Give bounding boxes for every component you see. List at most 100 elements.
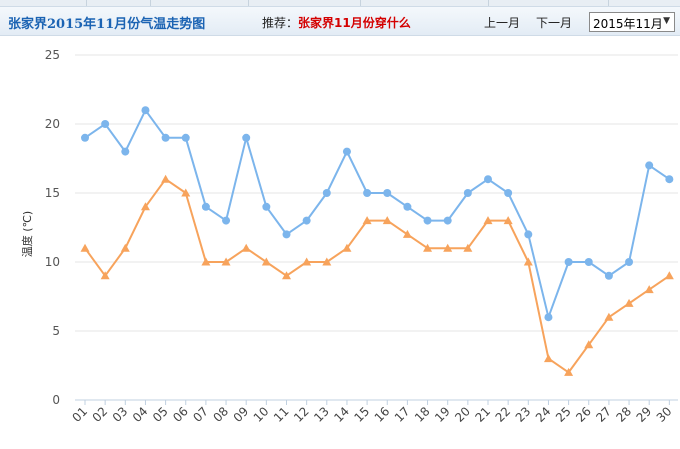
low-temp-point[interactable]: [161, 174, 171, 183]
high-temp-line: [84, 109, 670, 319]
high-temp-point[interactable]: [544, 313, 553, 322]
low-temp-point[interactable]: [523, 257, 533, 266]
high-temp-point[interactable]: [302, 216, 311, 225]
low-temp-point[interactable]: [543, 354, 553, 363]
high-temp-point[interactable]: [101, 120, 110, 128]
x-tick-label: 08: [210, 404, 231, 425]
low-temp-point[interactable]: [402, 229, 412, 238]
y-tick-label: 5: [52, 324, 60, 338]
prev-month-link[interactable]: 上一月: [484, 16, 521, 30]
low-temp-line: [84, 178, 670, 374]
high-temp-point[interactable]: [342, 147, 351, 156]
low-temp-point[interactable]: [322, 257, 332, 266]
y-tick-label: 25: [45, 48, 60, 62]
high-temp-point[interactable]: [604, 271, 613, 280]
next-month-link[interactable]: 下一月: [536, 16, 573, 30]
low-temp-point[interactable]: [261, 257, 271, 266]
high-temp-point[interactable]: [363, 189, 372, 197]
high-temp-point[interactable]: [161, 133, 170, 142]
low-temp-point[interactable]: [181, 188, 191, 197]
low-temp-point[interactable]: [463, 243, 473, 252]
low-temp-point[interactable]: [362, 216, 372, 225]
x-tick-label: 27: [593, 404, 614, 425]
x-tick-label: 05: [150, 404, 171, 425]
high-temp-point[interactable]: [504, 189, 513, 197]
x-tick-label: 19: [432, 404, 453, 425]
x-tick-label: 02: [90, 404, 111, 425]
low-temp-point[interactable]: [604, 312, 614, 321]
x-tick-label: 28: [613, 404, 634, 425]
high-temp-point[interactable]: [262, 202, 271, 211]
y-tick-label: 10: [45, 255, 60, 269]
y-tick-label: 20: [45, 117, 60, 131]
high-temp-point[interactable]: [81, 133, 89, 142]
x-tick-label: 15: [352, 404, 373, 425]
x-tick-label: 25: [553, 404, 574, 425]
y-axis-label: 温度 (℃): [21, 210, 34, 258]
high-temp-point[interactable]: [665, 175, 674, 184]
high-temp-point[interactable]: [181, 133, 190, 142]
low-temp-point[interactable]: [483, 216, 493, 225]
high-temp-point[interactable]: [645, 161, 654, 170]
high-temp-point[interactable]: [282, 230, 291, 239]
high-temp-point[interactable]: [564, 258, 573, 266]
low-temp-point[interactable]: [282, 271, 291, 280]
high-temp-point[interactable]: [443, 216, 452, 225]
high-temp-point[interactable]: [322, 189, 331, 197]
month-select[interactable]: 2015年11月 ▼: [589, 12, 675, 32]
page-title: 张家界2015年11月份气温走势图: [8, 17, 206, 32]
x-tick-label: 23: [513, 404, 534, 425]
high-temp-point[interactable]: [403, 202, 412, 211]
low-temp-point[interactable]: [201, 257, 211, 266]
chart-header: 张家界2015年11月份气温走势图 推荐：张家界11月份穿什么 上一月 下一月 …: [0, 6, 680, 36]
low-temp-point[interactable]: [443, 243, 453, 252]
low-temp-point[interactable]: [664, 271, 674, 280]
low-temp-point[interactable]: [503, 216, 513, 225]
x-tick-label: 13: [311, 404, 332, 425]
high-temp-point[interactable]: [141, 106, 150, 115]
low-temp-point[interactable]: [302, 257, 312, 266]
low-temp-point[interactable]: [221, 257, 231, 266]
high-temp-point[interactable]: [121, 147, 130, 156]
high-temp-point[interactable]: [383, 189, 392, 197]
high-temp-point[interactable]: [201, 202, 210, 211]
low-temp-point[interactable]: [382, 216, 392, 225]
recommend-link[interactable]: 张家界11月份穿什么: [298, 16, 411, 30]
high-temp-point[interactable]: [625, 258, 634, 266]
x-tick-label: 10: [251, 404, 272, 425]
low-temp-point[interactable]: [80, 243, 90, 252]
x-tick-label: 12: [291, 404, 312, 425]
x-tick-label: 29: [634, 404, 655, 425]
low-temp-point[interactable]: [584, 340, 594, 349]
x-tick-label: 09: [231, 404, 252, 425]
x-tick-label: 11: [271, 404, 292, 425]
low-temp-point[interactable]: [644, 285, 654, 294]
x-tick-label: 22: [493, 404, 514, 425]
high-temp-point[interactable]: [242, 133, 251, 142]
high-temp-point[interactable]: [484, 175, 492, 184]
low-temp-point[interactable]: [423, 243, 433, 252]
x-tick-label: 17: [392, 404, 413, 425]
recommend-area: 推荐：张家界11月份穿什么: [262, 14, 411, 31]
high-temp-point[interactable]: [423, 216, 432, 225]
low-temp-point[interactable]: [120, 243, 130, 252]
x-tick-label: 04: [130, 404, 151, 425]
high-temp-point[interactable]: [524, 230, 533, 239]
chevron-down-icon: ▼: [663, 16, 670, 26]
high-temp-point[interactable]: [463, 189, 472, 197]
x-tick-label: 20: [452, 404, 473, 425]
low-temp-point[interactable]: [342, 243, 352, 252]
low-temp-point[interactable]: [140, 202, 150, 211]
low-temp-point[interactable]: [100, 271, 110, 280]
x-tick-label: 07: [190, 404, 211, 425]
high-temp-point[interactable]: [222, 216, 231, 225]
low-temp-point[interactable]: [241, 243, 251, 252]
low-temp-point[interactable]: [624, 298, 634, 307]
x-tick-label: 21: [472, 404, 493, 425]
y-tick-label: 15: [45, 186, 60, 200]
high-temp-point[interactable]: [584, 258, 593, 266]
y-tick-label: 0: [52, 393, 60, 407]
x-tick-label: 14: [331, 404, 352, 425]
low-temp-point[interactable]: [564, 367, 574, 376]
